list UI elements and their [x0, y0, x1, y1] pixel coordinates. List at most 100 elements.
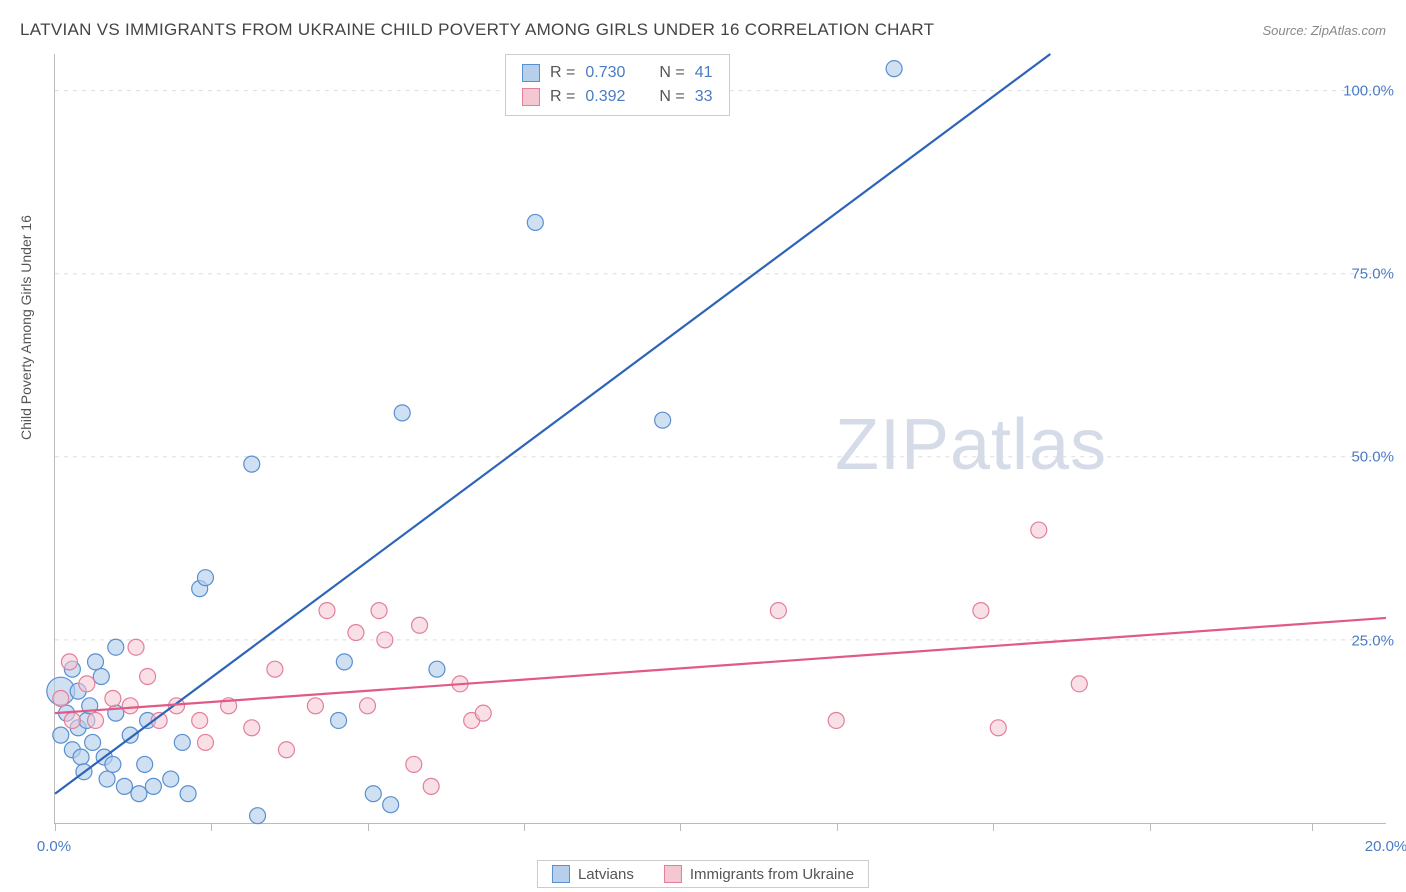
- data-point: [1071, 676, 1087, 692]
- data-point: [122, 698, 138, 714]
- data-point: [770, 603, 786, 619]
- data-point: [319, 603, 335, 619]
- x-tick: [211, 823, 212, 831]
- stat-n-value: 41: [695, 64, 713, 82]
- plot-area: ZIPatlas: [54, 54, 1386, 824]
- data-point: [429, 661, 445, 677]
- data-point: [53, 727, 69, 743]
- data-point: [278, 742, 294, 758]
- y-axis-label: Child Poverty Among Girls Under 16: [18, 215, 34, 440]
- data-point: [88, 654, 104, 670]
- data-point: [990, 720, 1006, 736]
- data-point: [88, 712, 104, 728]
- data-point: [244, 456, 260, 472]
- data-point: [64, 712, 80, 728]
- x-tick: [1150, 823, 1151, 831]
- stats-box: R = 0.730 N = 41 R = 0.392 N = 33: [505, 54, 730, 116]
- stats-row-latvians: R = 0.730 N = 41: [522, 61, 713, 85]
- y-tick-label: 100.0%: [1343, 82, 1394, 99]
- data-point: [1031, 522, 1047, 538]
- data-point: [371, 603, 387, 619]
- stat-n-label: N =: [659, 88, 684, 106]
- data-point: [331, 712, 347, 728]
- x-tick: [993, 823, 994, 831]
- data-point: [105, 691, 121, 707]
- x-tick: [837, 823, 838, 831]
- legend-label: Latvians: [578, 866, 634, 883]
- data-point: [360, 698, 376, 714]
- data-point: [192, 712, 208, 728]
- data-point: [336, 654, 352, 670]
- data-point: [197, 570, 213, 586]
- scatter-svg: [55, 54, 1386, 823]
- legend: Latvians Immigrants from Ukraine: [537, 860, 869, 888]
- x-tick: [524, 823, 525, 831]
- legend-item-latvians: Latvians: [552, 865, 634, 883]
- y-tick-label: 75.0%: [1351, 266, 1394, 283]
- swatch-icon: [522, 88, 540, 106]
- x-tick: [55, 823, 56, 831]
- data-point: [250, 808, 266, 824]
- data-point: [85, 734, 101, 750]
- x-tick: [680, 823, 681, 831]
- data-point: [377, 632, 393, 648]
- trend-line: [55, 618, 1386, 713]
- x-tick: [368, 823, 369, 831]
- data-point: [140, 669, 156, 685]
- x-tick-end: 20.0%: [1365, 838, 1406, 855]
- data-point: [73, 749, 89, 765]
- data-point: [412, 617, 428, 633]
- data-point: [244, 720, 260, 736]
- data-point: [116, 778, 132, 794]
- stat-n-label: N =: [659, 64, 684, 82]
- data-point: [61, 654, 77, 670]
- swatch-icon: [664, 865, 682, 883]
- data-point: [267, 661, 283, 677]
- legend-label: Immigrants from Ukraine: [690, 866, 854, 883]
- x-tick-start: 0.0%: [37, 838, 71, 855]
- data-point: [180, 786, 196, 802]
- data-point: [973, 603, 989, 619]
- title-bar: LATVIAN VS IMMIGRANTS FROM UKRAINE CHILD…: [20, 20, 1386, 40]
- trend-line: [55, 54, 1050, 794]
- data-point: [197, 734, 213, 750]
- data-point: [79, 676, 95, 692]
- data-point: [93, 669, 109, 685]
- data-point: [307, 698, 323, 714]
- data-point: [174, 734, 190, 750]
- data-point: [131, 786, 147, 802]
- source-label: Source: ZipAtlas.com: [1262, 23, 1386, 38]
- swatch-icon: [552, 865, 570, 883]
- stat-r-value: 0.392: [585, 88, 625, 106]
- data-point: [406, 756, 422, 772]
- data-point: [128, 639, 144, 655]
- swatch-icon: [522, 64, 540, 82]
- legend-item-ukraine: Immigrants from Ukraine: [664, 865, 854, 883]
- data-point: [423, 778, 439, 794]
- chart-title: LATVIAN VS IMMIGRANTS FROM UKRAINE CHILD…: [20, 20, 934, 40]
- x-tick: [1312, 823, 1313, 831]
- stat-r-label: R =: [550, 64, 575, 82]
- stat-n-value: 33: [695, 88, 713, 106]
- data-point: [99, 771, 115, 787]
- data-point: [886, 61, 902, 77]
- data-point: [365, 786, 381, 802]
- data-point: [383, 797, 399, 813]
- y-tick-label: 25.0%: [1351, 632, 1394, 649]
- data-point: [137, 756, 153, 772]
- data-point: [105, 756, 121, 772]
- y-tick-label: 50.0%: [1351, 449, 1394, 466]
- data-point: [828, 712, 844, 728]
- data-point: [53, 691, 69, 707]
- data-point: [145, 778, 161, 794]
- stat-r-label: R =: [550, 88, 575, 106]
- data-point: [475, 705, 491, 721]
- data-point: [348, 625, 364, 641]
- data-point: [163, 771, 179, 787]
- data-point: [394, 405, 410, 421]
- stats-row-ukraine: R = 0.392 N = 33: [522, 85, 713, 109]
- data-point: [108, 639, 124, 655]
- data-point: [527, 214, 543, 230]
- data-point: [655, 412, 671, 428]
- stat-r-value: 0.730: [585, 64, 625, 82]
